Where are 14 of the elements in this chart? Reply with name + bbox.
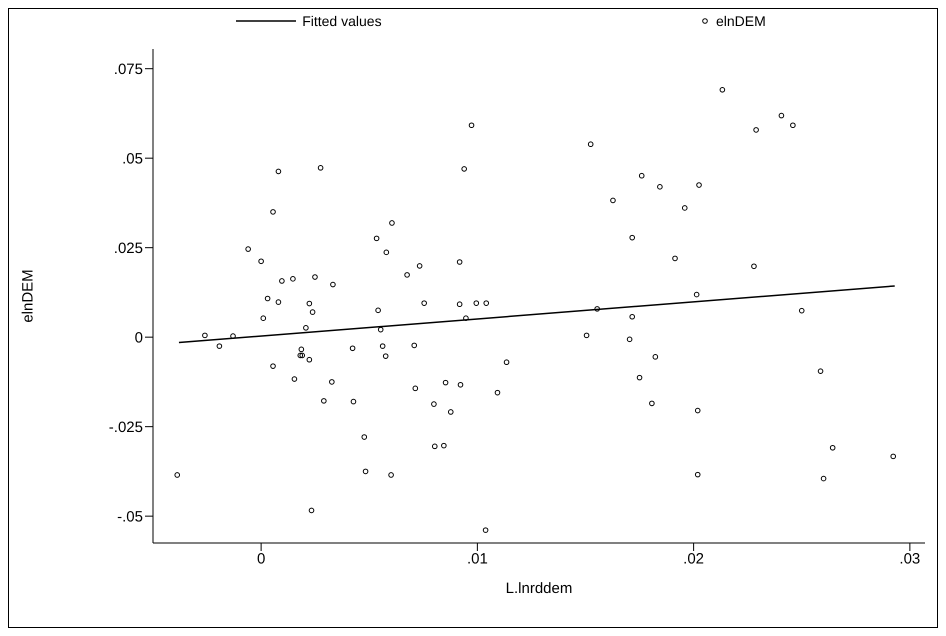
x-tick-label: .03 (899, 550, 920, 568)
y-tick-label: -.025 (108, 418, 143, 436)
y-axis-title: elnDEM (19, 269, 36, 323)
y-tick-label: .05 (122, 150, 143, 168)
x-tick-label: .02 (683, 550, 704, 568)
y-tick-label: .025 (114, 240, 143, 257)
y-tick-label: -.05 (117, 508, 143, 526)
x-tick-label: .01 (466, 550, 488, 568)
y-tick-label: .075 (114, 61, 143, 78)
x-tick-label: 0 (256, 550, 266, 568)
legend-label: Fitted values (302, 13, 382, 29)
y-tick-label: 0 (134, 329, 143, 346)
x-axis-title: L.lnrddem (506, 580, 572, 597)
legend-label: elnDEM (716, 13, 766, 29)
